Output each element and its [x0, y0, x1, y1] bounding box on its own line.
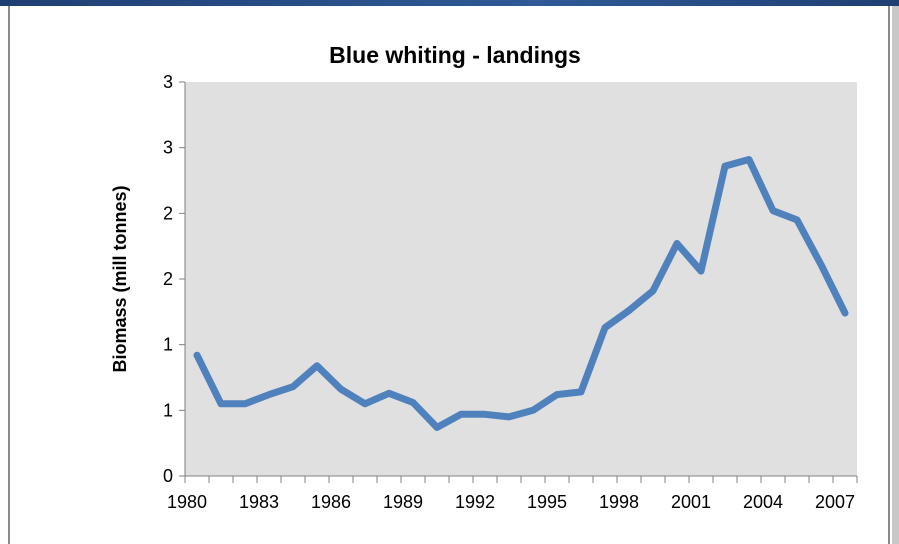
x-axis: 1980 1983 1986 1989 1992 1995 1998 2001 2004 2007	[167, 475, 858, 512]
x-tick-label: 2007	[815, 492, 855, 512]
x-tick-label: 1989	[383, 492, 423, 512]
x-tick-label: 1986	[311, 492, 351, 512]
right-edge	[892, 6, 899, 544]
y-axis: 0 1 1 2 2 3 3	[163, 72, 186, 486]
series-line-landings	[193, 156, 849, 431]
x-tick-label: 2001	[671, 492, 711, 512]
y-tick-label: 3	[163, 72, 173, 92]
y-tick-label: 3	[163, 138, 173, 158]
x-tick-label: 1980	[167, 492, 207, 512]
x-tick-label: 1998	[599, 492, 639, 512]
x-tick-label: 1992	[455, 492, 495, 512]
y-tick-label: 2	[163, 203, 173, 223]
x-tick-label: 1995	[527, 492, 567, 512]
y-tick-label: 1	[163, 335, 173, 355]
y-axis-label: Biomass (mill tonnes)	[110, 185, 130, 372]
y-tick-label: 2	[163, 269, 173, 289]
top-bar	[0, 0, 899, 6]
y-tick-label: 0	[163, 466, 173, 486]
x-tick-label: 1983	[239, 492, 279, 512]
x-tick-label: 2004	[743, 492, 783, 512]
chart-title: Blue whiting - landings	[329, 42, 581, 68]
y-tick-label: 1	[163, 400, 173, 420]
